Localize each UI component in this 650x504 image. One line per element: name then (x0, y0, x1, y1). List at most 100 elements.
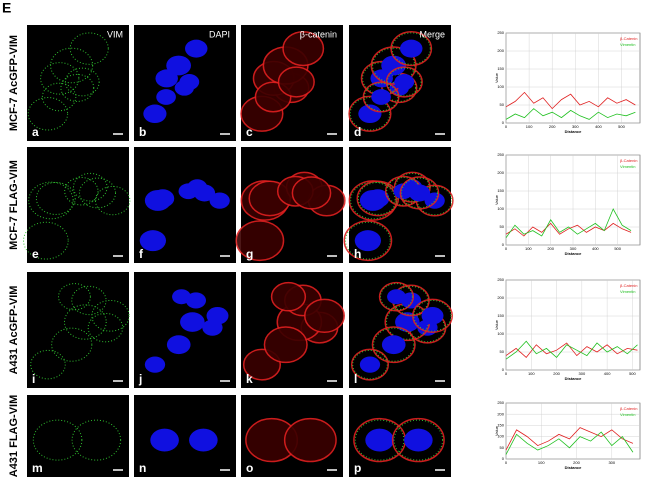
y-tick-label: 50 (500, 224, 505, 229)
legend-entry: Vimentin (620, 289, 636, 294)
vimentin (72, 172, 108, 202)
legend-entry: β-Catenin (620, 283, 637, 288)
panel-letter: b (139, 125, 146, 139)
profile-line (505, 208, 632, 239)
membrane (304, 298, 345, 333)
vimentin (41, 82, 77, 112)
panel-letter: l (354, 372, 357, 386)
y-tick-label: 150 (497, 313, 504, 318)
micrograph: k (241, 272, 345, 388)
y-tick-label: 250 (497, 30, 504, 35)
vimentin (91, 299, 130, 332)
nucleus (185, 292, 207, 309)
micrograph: l (349, 272, 453, 388)
micrograph: m (27, 395, 129, 477)
membrane (390, 31, 433, 67)
micrograph: b DAPI (134, 25, 236, 141)
panel-letter: p (354, 461, 361, 475)
vimentin (354, 419, 405, 461)
vimentin (32, 419, 83, 461)
nucleus (156, 89, 176, 105)
membrane (282, 31, 325, 67)
vimentin (416, 185, 453, 216)
nucleus (404, 428, 433, 452)
y-tick-label: 50 (500, 445, 505, 450)
vimentin (64, 176, 99, 206)
vimentin (413, 299, 452, 332)
nucleus (408, 184, 431, 202)
figure-label: E (2, 0, 11, 16)
vimentin (87, 312, 124, 343)
nucleus (359, 356, 381, 373)
x-tick-label: 100 (525, 246, 532, 251)
nucleus (144, 356, 166, 373)
x-tick-label: 0 (505, 124, 508, 129)
vimentin (363, 82, 399, 112)
micrograph: p (349, 395, 451, 477)
panel-background (134, 395, 236, 477)
y-tick-label: 50 (500, 102, 505, 107)
membrane (393, 171, 431, 203)
panel-letter: o (246, 461, 253, 475)
vimentin (393, 419, 444, 461)
nucleus (206, 307, 229, 325)
x-tick-label: 100 (526, 124, 533, 129)
micrograph: e (23, 147, 131, 263)
micrograph: j (134, 272, 236, 388)
profile-line (505, 340, 638, 360)
profile-line (505, 427, 634, 451)
y-tick-label: 200 (497, 411, 504, 416)
x-tick-label: 400 (595, 124, 602, 129)
y-tick-label: 250 (497, 152, 504, 157)
legend-entry: Vimentin (620, 412, 636, 417)
nucleus (172, 289, 191, 305)
x-axis-label: Distance (565, 465, 582, 470)
x-tick-label: 500 (614, 246, 621, 251)
vimentin (58, 283, 91, 311)
x-tick-label: 300 (570, 246, 577, 251)
panel-letter: c (246, 125, 253, 139)
y-tick-label: 100 (497, 434, 504, 439)
nucleus (139, 230, 167, 252)
vimentin (373, 327, 415, 362)
legend-entry: Vimentin (620, 164, 636, 169)
membrane (412, 298, 453, 333)
vimentin (71, 419, 122, 461)
panel-letter: d (354, 125, 361, 139)
nucleus (193, 184, 216, 202)
x-tick-label: 500 (618, 124, 625, 129)
nucleus (371, 89, 391, 105)
y-tick-label: 0 (502, 456, 505, 461)
vimentin (386, 67, 422, 97)
membrane (283, 417, 337, 463)
nucleus (394, 74, 415, 90)
nucleus (354, 230, 382, 252)
vimentin (400, 177, 439, 209)
channel-label: DAPI (209, 29, 230, 39)
x-tick-label: 300 (579, 371, 586, 376)
vimentin (357, 181, 398, 215)
membrane (356, 180, 400, 217)
y-tick-label: 0 (502, 367, 505, 372)
panel-background (349, 395, 451, 477)
membrane (277, 66, 315, 98)
vimentin (40, 62, 80, 95)
y-tick-label: 250 (497, 400, 504, 405)
x-tick-label: 0 (505, 246, 508, 251)
vimentin (78, 177, 117, 209)
micrograph: f (134, 147, 236, 263)
micrograph: h (343, 147, 454, 263)
panel-background (27, 25, 129, 141)
y-tick-label: 100 (497, 84, 504, 89)
panel-letter: e (32, 247, 39, 261)
legend-entry: β-Catenin (620, 158, 637, 163)
y-axis-label: Value (494, 72, 499, 83)
x-tick-label: 100 (528, 371, 535, 376)
nucleus (179, 74, 200, 90)
nucleus (400, 39, 423, 58)
y-tick-label: 250 (497, 277, 504, 282)
vimentin (35, 181, 76, 215)
profile-line (505, 91, 636, 110)
micrograph: a VIM (27, 25, 129, 141)
y-axis-label: Value (494, 194, 499, 205)
